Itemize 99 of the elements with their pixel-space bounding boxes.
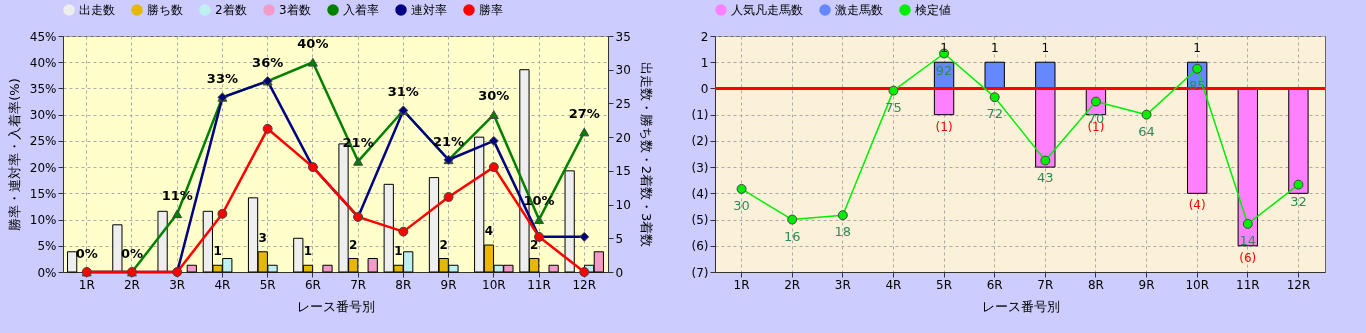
y-tick-label: 15% (29, 186, 57, 201)
y2-tick-label: 35 (615, 29, 631, 44)
data-label: 1 (990, 41, 999, 56)
x-tick-label: 4R (885, 277, 902, 292)
legend-label: 入着率 (343, 3, 379, 17)
data-label: 30 (733, 198, 750, 214)
y-tick-label: (2) (691, 134, 709, 149)
x-tick-label: 5R (259, 277, 276, 292)
y2-tick-label: 30 (615, 63, 631, 78)
data-label: 43 (1037, 169, 1054, 185)
data-label: 0% (120, 245, 144, 261)
x-tick-label: 3R (834, 277, 851, 292)
y2-tick-label: 10 (615, 198, 631, 213)
legend-label: 激走馬数 (835, 3, 883, 17)
x-tick-label: 1R (733, 277, 750, 292)
x-axis-title: レース番号別 (981, 298, 1060, 314)
legend-label: 出走数 (79, 3, 115, 17)
data-label: 1 (1193, 41, 1201, 56)
y-tick-label: 10% (29, 213, 57, 228)
x-tick-label: 1R (78, 277, 95, 292)
y-axis-title: 勝率・連対率・入着率(%) (6, 78, 22, 231)
y-tick-label: 1 (700, 55, 709, 70)
y-tick-label: 45% (29, 29, 57, 44)
x-tick-label: 9R (1138, 277, 1155, 292)
x-tick-label: 5R (936, 277, 953, 292)
x-tick-label: 10R (481, 277, 506, 292)
data-label: 1 (303, 244, 313, 259)
data-label: (1) (935, 119, 953, 134)
y-tick-label: (5) (691, 213, 709, 228)
legend-label: 検定値 (915, 3, 951, 17)
legend-label: 勝率 (479, 3, 503, 17)
data-label: 16 (783, 228, 801, 244)
data-label: 0% (75, 245, 98, 261)
y-tick-label: 0% (37, 265, 57, 280)
y2-tick-label: 20 (615, 130, 631, 145)
y-tick-label: 2 (700, 29, 709, 44)
data-label: 40% (297, 36, 329, 52)
x-tick-label: 2R (784, 277, 801, 292)
y-tick-label: (3) (691, 160, 709, 175)
y2-tick-label: 25 (615, 96, 631, 111)
data-label: 31% (387, 84, 419, 100)
x-tick-label: 7R (1037, 277, 1054, 292)
x-tick-label: 9R (440, 277, 457, 292)
data-label: 2 (439, 237, 448, 252)
x-tick-label: 4R (214, 277, 231, 292)
data-label: 14 (1239, 233, 1257, 249)
x-tick-label: 6R (986, 277, 1003, 292)
data-label: 3 (258, 230, 267, 245)
data-label: 2 (349, 237, 358, 252)
x-tick-label: 2R (123, 277, 140, 292)
data-label: 75 (885, 99, 902, 115)
y2-axis-title: 出走数・勝ち数・2着数・3着数 (638, 61, 654, 248)
data-label: 4 (484, 224, 494, 239)
legend-label: 3着数 (279, 3, 311, 17)
data-label: 92 (935, 62, 953, 78)
y-tick-label: 35% (29, 81, 57, 96)
y-tick-label: 40% (29, 55, 57, 70)
legend-label: 人気凡走馬数 (731, 3, 803, 17)
x-tick-label: 10R (1185, 277, 1209, 292)
data-label: 1 (1041, 41, 1050, 56)
y-tick-label: (1) (691, 108, 709, 123)
x-tick-label: 3R (169, 277, 186, 292)
y2-tick-label: 5 (615, 231, 624, 246)
x-tick-label: 8R (1087, 277, 1104, 292)
data-label: 18 (834, 224, 852, 240)
y-tick-label: 20% (29, 160, 57, 175)
x-tick-label: 12R (1286, 277, 1311, 292)
data-label: 2 (529, 237, 539, 252)
y2-tick-label: 0 (615, 265, 624, 280)
data-label: 72 (986, 106, 1003, 122)
x-tick-label: 6R (304, 277, 321, 292)
data-label: (6) (1239, 250, 1257, 265)
legend-label: 勝ち数 (147, 3, 183, 17)
data-label: 32 (1290, 193, 1307, 209)
legend-label: 連対率 (411, 3, 447, 17)
y2-tick-label: 15 (615, 164, 631, 179)
data-label: 64 (1138, 123, 1155, 139)
x-tick-label: 11R (527, 277, 551, 292)
legend-label: 2着数 (215, 3, 247, 17)
data-label: 21% (433, 133, 465, 149)
data-label: (4) (1188, 198, 1206, 213)
y-tick-label: 5% (37, 239, 57, 254)
y-tick-label: 0 (700, 81, 709, 96)
x-tick-label: 11R (1236, 277, 1260, 292)
data-label: 1 (213, 244, 222, 259)
y-tick-label: 25% (29, 134, 57, 149)
y-tick-label: (4) (691, 186, 709, 201)
y-tick-label: (7) (691, 265, 709, 280)
data-label: 33% (206, 71, 238, 87)
x-tick-label: 8R (395, 277, 412, 292)
data-label: 30% (478, 88, 510, 104)
x-axis-title: レース番号別 (297, 298, 375, 314)
x-tick-label: 12R (572, 277, 597, 292)
y-tick-label: (6) (691, 239, 709, 254)
data-label: 27% (568, 105, 600, 121)
data-label: 36% (252, 54, 284, 70)
x-tick-label: 7R (350, 277, 367, 292)
y-tick-label: 30% (29, 108, 57, 123)
data-label: 1 (394, 244, 403, 259)
